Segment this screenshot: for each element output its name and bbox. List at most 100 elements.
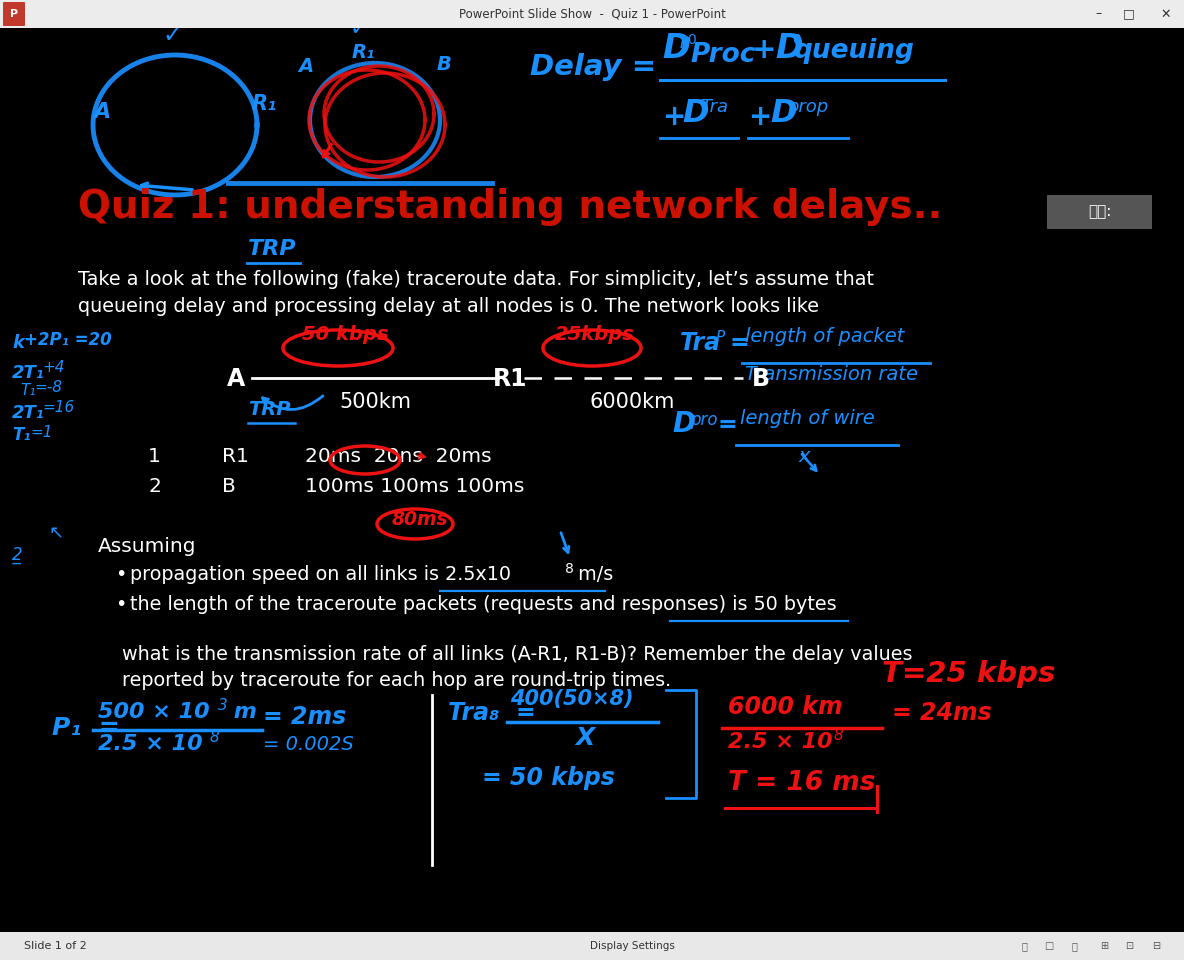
Text: 20ms  20ns  20ms: 20ms 20ns 20ms [305,447,491,466]
Text: ↖: ↖ [49,524,63,542]
Text: +4: +4 [41,360,64,375]
Text: R1: R1 [493,367,527,391]
Text: +: + [748,103,771,131]
Text: Delay =: Delay = [530,53,656,81]
Text: 〈: 〈 [1021,941,1027,951]
Text: 2.5 × 10: 2.5 × 10 [98,734,202,754]
Bar [0,0,1184,28]
Text: the length of the traceroute packets (requests and responses) is 50 bytes: the length of the traceroute packets (re… [130,595,837,614]
Text: 500 × 10: 500 × 10 [98,702,210,722]
Text: 1: 1 [148,447,161,466]
Text: =-8: =-8 [34,380,62,395]
Text: ✕: ✕ [1160,8,1171,20]
Text: = 0.002S: = 0.002S [263,735,354,754]
Text: +: + [662,103,686,131]
Text: T₁: T₁ [20,383,36,398]
Text: D: D [662,32,690,65]
Text: what is the transmission rate of all links (A-R1, R1-B)? Remember the delay valu: what is the transmission rate of all lin… [122,645,913,664]
Text: queueing delay and processing delay at all nodes is 0. The network looks like: queueing delay and processing delay at a… [78,297,819,316]
Text: D: D [776,32,803,65]
Text: 〉: 〉 [1072,941,1077,951]
Text: TRP: TRP [247,400,290,419]
Text: D: D [770,98,797,129]
Text: = 2ms: = 2ms [263,705,346,729]
Text: 400(50×8): 400(50×8) [510,689,633,709]
Text: •: • [115,565,127,584]
Text: Assuming: Assuming [98,537,197,556]
Text: x: x [798,447,810,466]
Text: +2P₁ =20: +2P₁ =20 [24,331,111,349]
Text: = 24ms: = 24ms [892,701,992,725]
Text: Take a look at the following (fake) traceroute data. For simplicity, let’s assum: Take a look at the following (fake) trac… [78,270,874,289]
Text: B: B [752,367,770,391]
Text: T=25 kbps: T=25 kbps [882,660,1055,688]
Text: •: • [115,595,127,614]
Text: –: – [1096,8,1102,20]
Text: = 50 kbps: = 50 kbps [482,766,614,790]
Text: ⊟: ⊟ [1152,941,1160,951]
Text: =16: =16 [41,400,75,415]
Text: X: X [575,726,594,750]
Text: Tra₈  =: Tra₈ = [448,701,535,725]
Text: Proc: Proc [690,42,755,68]
Text: k: k [12,334,24,352]
Bar [0,932,1184,960]
Text: R₁: R₁ [252,94,277,114]
Text: length of wire: length of wire [740,409,875,428]
Text: □: □ [1124,8,1135,20]
Text: m/s: m/s [572,565,613,584]
Text: Transmission rate: Transmission rate [745,365,918,384]
Text: reported by traceroute for each hop are round-trip times.: reported by traceroute for each hop are … [122,671,671,690]
Text: P: P [680,36,689,51]
Text: pro: pro [690,411,718,429]
Text: 2̲: 2̲ [12,546,22,564]
Text: propagation speed on all links is 2.5x10: propagation speed on all links is 2.5x10 [130,565,511,584]
Text: 8: 8 [565,562,574,576]
Text: +: + [752,36,777,64]
Text: length of packet: length of packet [745,327,905,346]
Text: Display Settings: Display Settings [590,941,675,951]
Text: Tra: Tra [680,331,721,355]
Text: PowerPoint Slide Show  -  Quiz 1 - PowerPoint: PowerPoint Slide Show - Quiz 1 - PowerPo… [458,8,726,20]
Text: TRP: TRP [247,239,296,259]
Text: 2T₁: 2T₁ [12,364,45,382]
Text: queuing: queuing [793,38,914,64]
Text: Slide 1 of 2: Slide 1 of 2 [24,941,86,951]
Text: 3: 3 [218,698,227,713]
Text: 500km: 500km [339,392,411,412]
Text: 6000 km: 6000 km [728,695,843,719]
Text: m: m [226,702,257,722]
Text: Tra: Tra [700,98,728,116]
Text: =1: =1 [30,425,52,440]
Text: 2T₁: 2T₁ [12,404,45,422]
Text: 100ms 100ms 100ms: 100ms 100ms 100ms [305,477,525,496]
Text: P₁  =: P₁ = [52,716,120,740]
Text: ⊞: ⊞ [1100,941,1108,951]
Text: 50 kbps: 50 kbps [302,325,388,344]
Text: 0: 0 [687,33,696,47]
Text: 8: 8 [834,728,843,743]
Text: 2: 2 [148,477,161,496]
Text: prop: prop [787,98,828,116]
Text: Quiz 1: understanding network delays..: Quiz 1: understanding network delays.. [78,188,942,226]
Text: P: P [9,9,18,19]
Text: T₁: T₁ [12,426,31,444]
Text: 8: 8 [210,730,220,745]
Text: P: P [716,330,726,345]
Text: D: D [682,98,709,129]
Text: D: D [673,410,695,438]
Text: =: = [731,331,749,355]
Text: 80ms: 80ms [392,510,449,529]
Text: 0: 0 [792,33,800,47]
Text: T = 16 ms: T = 16 ms [728,770,875,796]
Text: A: A [227,367,245,391]
FancyBboxPatch shape [4,2,25,26]
Text: B: B [223,477,236,496]
Text: B: B [437,55,452,74]
Text: ⊡: ⊡ [1125,941,1133,951]
Bar [1047,195,1152,229]
Text: R1: R1 [223,447,249,466]
Text: 25kbps: 25kbps [555,325,635,344]
Text: A: A [298,57,313,76]
Text: 6000km: 6000km [590,392,675,412]
